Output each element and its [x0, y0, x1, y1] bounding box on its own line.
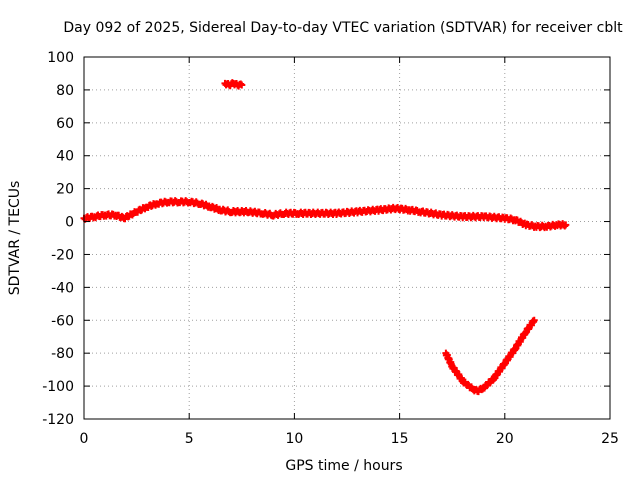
grid-lines	[84, 57, 610, 419]
series-0	[80, 197, 570, 232]
y-tick-label: 60	[56, 116, 74, 132]
data-point	[561, 222, 569, 230]
y-tick-label: -40	[51, 280, 74, 296]
data-point	[530, 316, 538, 324]
y-tick-label: 0	[65, 215, 74, 231]
y-tick-label: 40	[56, 149, 74, 165]
data-point	[562, 221, 570, 229]
x-tick-label: 0	[80, 431, 89, 447]
y-tick-label: 100	[47, 50, 74, 66]
x-tick-label: 20	[496, 431, 514, 447]
plot-frame	[83, 56, 611, 420]
chart-title: Day 092 of 2025, Sidereal Day-to-day VTE…	[63, 20, 623, 36]
y-axis-label: SDTVAR / TECUs	[7, 181, 23, 296]
y-tick-label: -120	[42, 412, 74, 428]
x-tick-label: 15	[391, 431, 409, 447]
y-tick-label: 20	[56, 182, 74, 198]
y-tick-label: -60	[51, 313, 74, 329]
axes: 0 5 10 15 20 25 -120 -100 -80 -60 -40 -20 0 20 40 60 80 1…	[42, 50, 619, 447]
y-tick-label: -20	[51, 247, 74, 263]
x-axis-label: GPS time / hours	[285, 458, 402, 474]
x-tick-label: 10	[285, 431, 303, 447]
series-1	[221, 79, 246, 90]
y-tick-label: 80	[56, 83, 74, 99]
x-tick-label: 5	[185, 431, 194, 447]
y-tick-label: -100	[42, 379, 74, 395]
data-marks	[80, 79, 570, 396]
x-tick-label: 25	[601, 431, 619, 447]
data-point	[238, 81, 246, 89]
series-2	[442, 316, 538, 396]
y-tick-label: -80	[51, 346, 74, 362]
